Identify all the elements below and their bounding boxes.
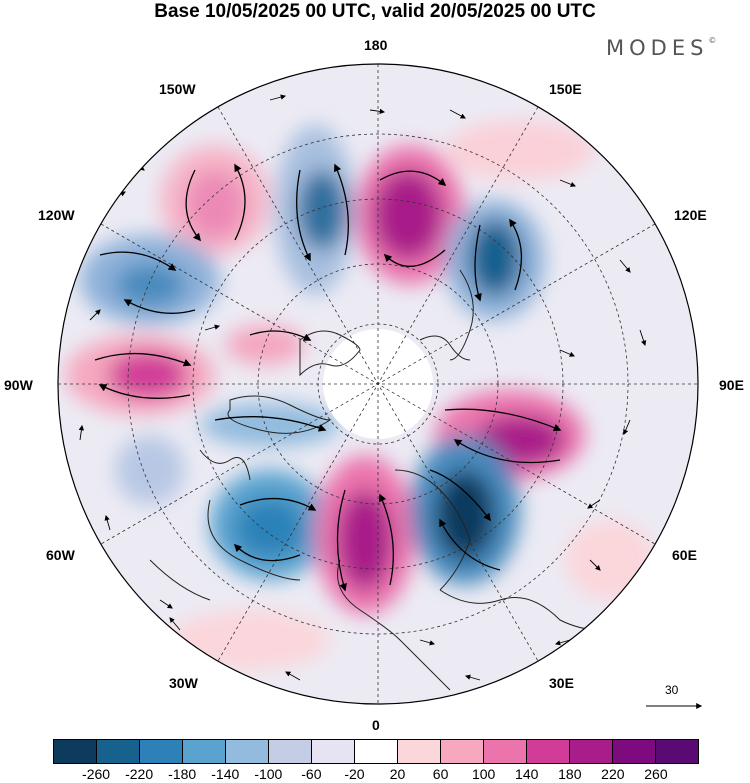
colorbar-tick-label: 100 [471,766,496,782]
meridians [58,64,698,704]
lon-label-60e: 60E [672,547,697,563]
colorbar-tick-label: 220 [601,766,625,782]
colorbar [53,739,699,764]
colorbar-swatch [484,740,527,763]
logo-text: MODES [606,36,709,60]
colorbar-tick-label: -140 [211,766,240,782]
colorbar-tick-label: 60 [432,766,449,782]
lon-label-150e: 150E [549,81,582,97]
lon-label-120w: 120W [38,207,75,223]
map-disk [58,64,698,704]
wind-vectors [78,94,647,681]
colorbar-swatch [656,740,698,763]
colorbar-tick-label: 180 [558,766,582,782]
colorbar-tick-label: 20 [389,766,406,782]
colorbar-swatch [355,740,398,763]
lon-label-90e: 90E [719,377,744,393]
colorbar-tick-label: -100 [254,766,283,782]
logo-mark: © [708,36,717,45]
colorbar-tick-label: -220 [125,766,154,782]
colorbar-swatch [312,740,355,763]
colorbar-swatch [183,740,226,763]
colorbar-tick-label: 260 [644,766,668,782]
streamlines [94,163,562,592]
colorbar-swatch [54,740,97,763]
colorbar-tick-label: 140 [515,766,539,782]
modes-logo: MODES© [606,36,716,60]
lon-label-120e: 120E [674,207,707,223]
anomaly-field [65,120,655,670]
colorbar-tick-label: -180 [168,766,197,782]
lon-label-90w: 90W [4,377,33,393]
colorbar-swatch [527,740,570,763]
lon-label-0: 0 [372,717,380,733]
reference-vector-value: 30 [665,683,679,697]
colorbar-swatch [140,740,183,763]
colorbar-swatch [570,740,613,763]
lon-label-30e: 30E [549,675,574,691]
lon-label-180: 180 [364,37,388,53]
lon-label-60w: 60W [46,547,75,563]
colorbar-ticks: -260 -220 -180 -140 -100 -60 -20 20 60 100 140 180 2… [53,766,699,783]
colorbar-swatch [613,740,656,763]
lon-label-30w: 30W [169,675,198,691]
colorbar-tick-label: -60 [301,766,322,782]
colorbar-swatch [269,740,312,763]
colorbar-swatch [97,740,140,763]
colorbar-tick-label: -20 [344,766,365,782]
map-title: Base 10/05/2025 00 UTC, valid 20/05/2025… [154,1,596,22]
colorbar-swatch [398,740,441,763]
lon-label-150w: 150W [159,81,196,97]
colorbar-swatch [226,740,269,763]
colorbar-swatch [441,740,484,763]
map-boundary [57,63,699,705]
colorbar-tick-label: -260 [82,766,111,782]
